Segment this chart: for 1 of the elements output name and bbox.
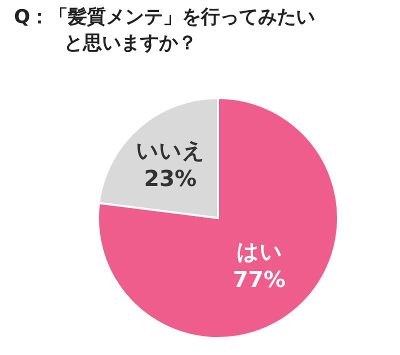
title: Q：「髪質メンテ」を行ってみたいと思いますか？ <box>14 5 316 56</box>
